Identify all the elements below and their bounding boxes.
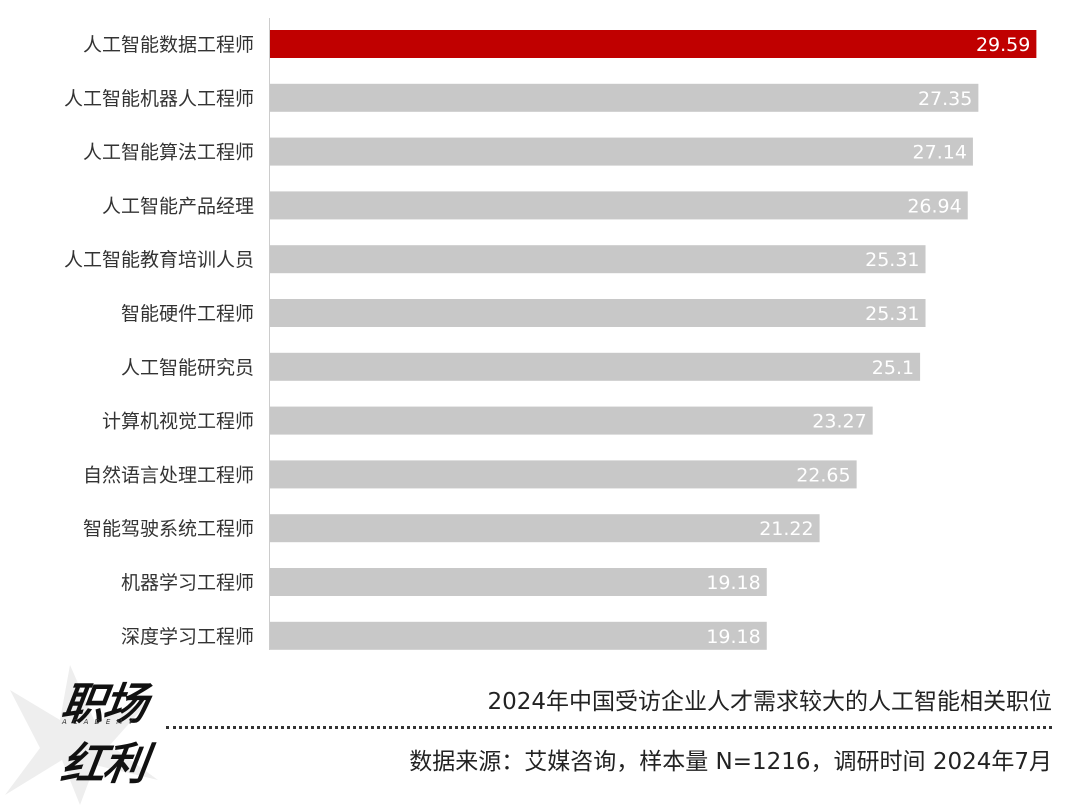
- bar-4: [270, 191, 968, 220]
- bar-value-label: 27.35: [918, 88, 972, 110]
- bar-value-label: 26.94: [907, 195, 961, 217]
- category-label: 机器学习工程师: [121, 572, 254, 594]
- logo-subtext: ACADEMY: [62, 718, 139, 726]
- category-label: 人工智能算法工程师: [83, 142, 254, 164]
- category-label: 自然语言处理工程师: [83, 464, 254, 486]
- bar-value-label: 29.59: [976, 34, 1030, 56]
- footer-dotted-divider: [166, 726, 1052, 729]
- bar-value-label: 25.31: [865, 303, 919, 325]
- category-label: 人工智能机器人工程师: [64, 88, 254, 110]
- logo-text-bottom: 红利: [57, 739, 149, 790]
- bar-9: [270, 460, 857, 489]
- logo-burst-icon: [5, 665, 158, 805]
- bar-3: [270, 137, 973, 166]
- bar-value-label: 21.22: [759, 518, 813, 540]
- bar-5: [270, 245, 926, 274]
- bar-value-label: 23.27: [812, 411, 866, 433]
- category-label: 计算机视觉工程师: [102, 411, 254, 433]
- bar-10: [270, 514, 820, 543]
- bar-8: [270, 406, 873, 435]
- bar-chart: 29.59 人工智能数据工程师 27.35 人工智能机器人工程师 27.14 人工智能算法…: [64, 18, 1037, 650]
- bar-2: [270, 83, 979, 112]
- bars-group: 29.59 人工智能数据工程师 27.35 人工智能机器人工程师 27.14 人工智能算法…: [64, 30, 1037, 650]
- category-label: 人工智能产品经理: [102, 195, 254, 217]
- category-label: 人工智能教育培训人员: [64, 249, 254, 271]
- bar-value-label: 25.31: [865, 249, 919, 271]
- bar-6: [270, 299, 926, 327]
- category-label: 深度学习工程师: [121, 626, 254, 648]
- bar-value-label: 19.18: [706, 572, 760, 594]
- bar-1: [270, 30, 1037, 58]
- bar-11: [270, 568, 767, 596]
- chart-footer-title: 2024年中国受访企业人才需求较大的人工智能相关职位: [487, 689, 1052, 715]
- category-label: 智能硬件工程师: [121, 303, 254, 325]
- bar-7: [270, 352, 921, 381]
- bar-value-label: 19.18: [706, 626, 760, 648]
- bar-value-label: 22.65: [796, 464, 850, 486]
- category-label: 智能驾驶系统工程师: [83, 518, 254, 540]
- chart-data-source: 数据来源：艾媒咨询，样本量 N=1216，调研时间 2024年7月: [409, 749, 1052, 775]
- bar-value-label: 25.1: [872, 357, 914, 379]
- category-label: 人工智能研究员: [121, 357, 254, 379]
- bar-value-label: 27.14: [913, 142, 967, 164]
- bar-12: [270, 621, 767, 650]
- category-label: 人工智能数据工程师: [83, 34, 254, 56]
